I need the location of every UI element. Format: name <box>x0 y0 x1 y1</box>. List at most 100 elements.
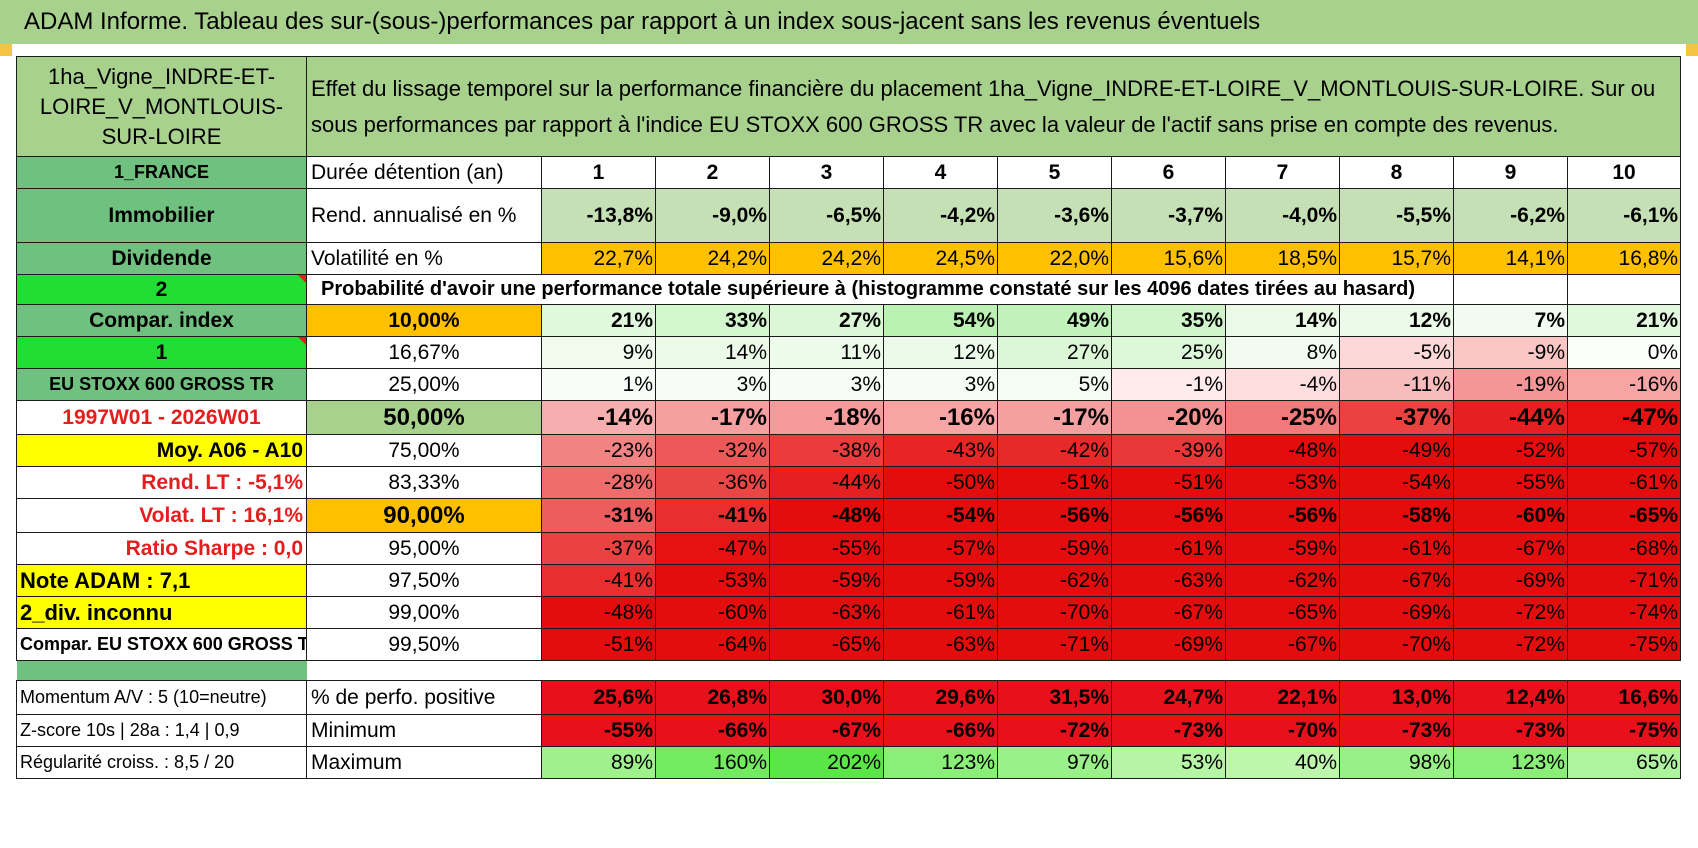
quantile-cell: -72% <box>1453 628 1568 661</box>
quantile-cell: -49% <box>1339 434 1454 467</box>
min-cell: -73% <box>1453 714 1568 747</box>
max-cell: 97% <box>997 746 1112 779</box>
quantile-cell: 3% <box>655 368 770 401</box>
quantile-cell: -67% <box>1225 628 1340 661</box>
max-label: Maximum <box>306 746 542 779</box>
gap-cell <box>1568 661 1681 681</box>
quantile-pct: 97,50% <box>306 564 542 597</box>
quantile-cell: -59% <box>997 532 1112 565</box>
volat-lt-label: Volat. LT : 16,1% <box>16 498 307 533</box>
quantile-cell: 33% <box>655 304 770 337</box>
quantile-cell: -61% <box>883 596 998 629</box>
quantile-cell: -4% <box>1225 368 1340 401</box>
quantile-cell: -14% <box>541 400 656 435</box>
max-cell: 53% <box>1111 746 1226 779</box>
quantile-cell: -16% <box>1566 368 1682 401</box>
minimum-row: Z-score 10s | 28a : 1,4 | 0,9 Minimum -55%… <box>16 714 1682 747</box>
rend-cell: -13,8% <box>541 188 656 243</box>
quantile-cell: -75% <box>1566 628 1682 661</box>
quantile-cell: -53% <box>1225 466 1340 499</box>
gap-cell <box>542 661 656 681</box>
quantile-row: 1 16,67% 9% 14% 11% 12% 27% 25% 8% -5% -9% 0% <box>16 336 1682 369</box>
quantile-pct: 50,00% <box>306 400 542 435</box>
gap-cell <box>1226 661 1340 681</box>
quantile-cell: -17% <box>997 400 1112 435</box>
sharpe-label: Ratio Sharpe : 0,0 <box>16 532 307 565</box>
quantile-cell: -42% <box>997 434 1112 467</box>
quantile-cell: -55% <box>1453 466 1568 499</box>
quantile-cell: -52% <box>1453 434 1568 467</box>
year-header: 4 <box>883 156 998 189</box>
min-cell: -73% <box>1111 714 1226 747</box>
rend-cell: -6,2% <box>1453 188 1568 243</box>
min-label: Minimum <box>306 714 542 747</box>
momentum-label: Momentum A/V : 5 (10=neutre) <box>16 680 307 715</box>
min-cell: -66% <box>883 714 998 747</box>
year-header: 7 <box>1225 156 1340 189</box>
quantile-cell: 11% <box>769 336 884 369</box>
rend-cell: -3,7% <box>1111 188 1226 243</box>
min-cell: -72% <box>997 714 1112 747</box>
max-cell: 202% <box>769 746 884 779</box>
quantile-cell: 21% <box>541 304 656 337</box>
zscore-label: Z-score 10s | 28a : 1,4 | 0,9 <box>16 714 307 747</box>
pos-cell: 25,6% <box>541 680 656 715</box>
quantile-cell: -57% <box>1566 434 1682 467</box>
rend-label: Rend. annualisé en % <box>306 188 542 243</box>
year-header: 9 <box>1453 156 1568 189</box>
quantile-cell: -62% <box>997 564 1112 597</box>
quantile-cell: 3% <box>883 368 998 401</box>
quantile-cell: -28% <box>541 466 656 499</box>
quantile-cell: -48% <box>1225 434 1340 467</box>
header-row: 1ha_Vigne_INDRE-ET-LOIRE_V_MONTLOUIS-SUR… <box>16 56 1682 157</box>
max-cell: 89% <box>541 746 656 779</box>
quantile-cell: 5% <box>997 368 1112 401</box>
div-label: 2_div. inconnu <box>16 596 307 629</box>
year-header: 5 <box>997 156 1112 189</box>
quantile-cell: 12% <box>883 336 998 369</box>
quantile-row: Rend. LT : -5,1% 83,33% -28% -36% -44% -50% -5… <box>16 466 1682 499</box>
period-label: 1997W01 - 2026W01 <box>16 400 307 435</box>
gap-cell <box>998 661 1112 681</box>
rend-cell: -3,6% <box>997 188 1112 243</box>
num-1-field[interactable]: 1 <box>16 336 307 369</box>
quantile-cell: -67% <box>1453 532 1568 565</box>
vol-cell: 22,7% <box>541 242 656 275</box>
quantile-cell: -56% <box>1111 498 1226 533</box>
num-2-field[interactable]: 2 <box>16 274 307 305</box>
max-cell: 123% <box>883 746 998 779</box>
quantile-cell: -25% <box>1225 400 1340 435</box>
quantile-cell: -9% <box>1453 336 1568 369</box>
quantile-cell: 27% <box>769 304 884 337</box>
quantile-cell: -57% <box>883 532 998 565</box>
quantile-cell: 14% <box>1225 304 1340 337</box>
quantile-cell: 0% <box>1566 336 1682 369</box>
quantile-row: EU STOXX 600 GROSS TR 25,00% 1% 3% 3% 3% 5% -1%… <box>16 368 1682 401</box>
proba-empty <box>1453 274 1568 305</box>
max-cell: 65% <box>1566 746 1682 779</box>
gap-cell <box>307 661 542 681</box>
year-header: 2 <box>655 156 770 189</box>
quantile-cell: -56% <box>997 498 1112 533</box>
rend-cell: -6,5% <box>769 188 884 243</box>
quantile-cell: -70% <box>1339 628 1454 661</box>
quantile-pct: 95,00% <box>306 532 542 565</box>
quantile-cell: -60% <box>1453 498 1568 533</box>
rend-cell: -4,2% <box>883 188 998 243</box>
quantile-cell: -36% <box>655 466 770 499</box>
quantile-cell: 27% <box>997 336 1112 369</box>
quantile-cell: -19% <box>1453 368 1568 401</box>
quantile-row: 2_div. inconnu 99,00% -48% -60% -63% -61% -70%… <box>16 596 1682 629</box>
quantile-cell: -32% <box>655 434 770 467</box>
gap-cell <box>1112 661 1226 681</box>
quantile-cell: -54% <box>1339 466 1454 499</box>
quantile-cell: 7% <box>1453 304 1568 337</box>
quantile-pct: 10,00% <box>306 304 542 337</box>
quantile-cell: -37% <box>541 532 656 565</box>
quantile-cell: -1% <box>1111 368 1226 401</box>
years-row: 1_FRANCE Durée détention (an) 1 2 3 4 5 6 7 8 9 10 <box>16 156 1682 189</box>
type-label: Immobilier <box>16 188 307 243</box>
quantile-cell: -48% <box>541 596 656 629</box>
min-cell: -66% <box>655 714 770 747</box>
